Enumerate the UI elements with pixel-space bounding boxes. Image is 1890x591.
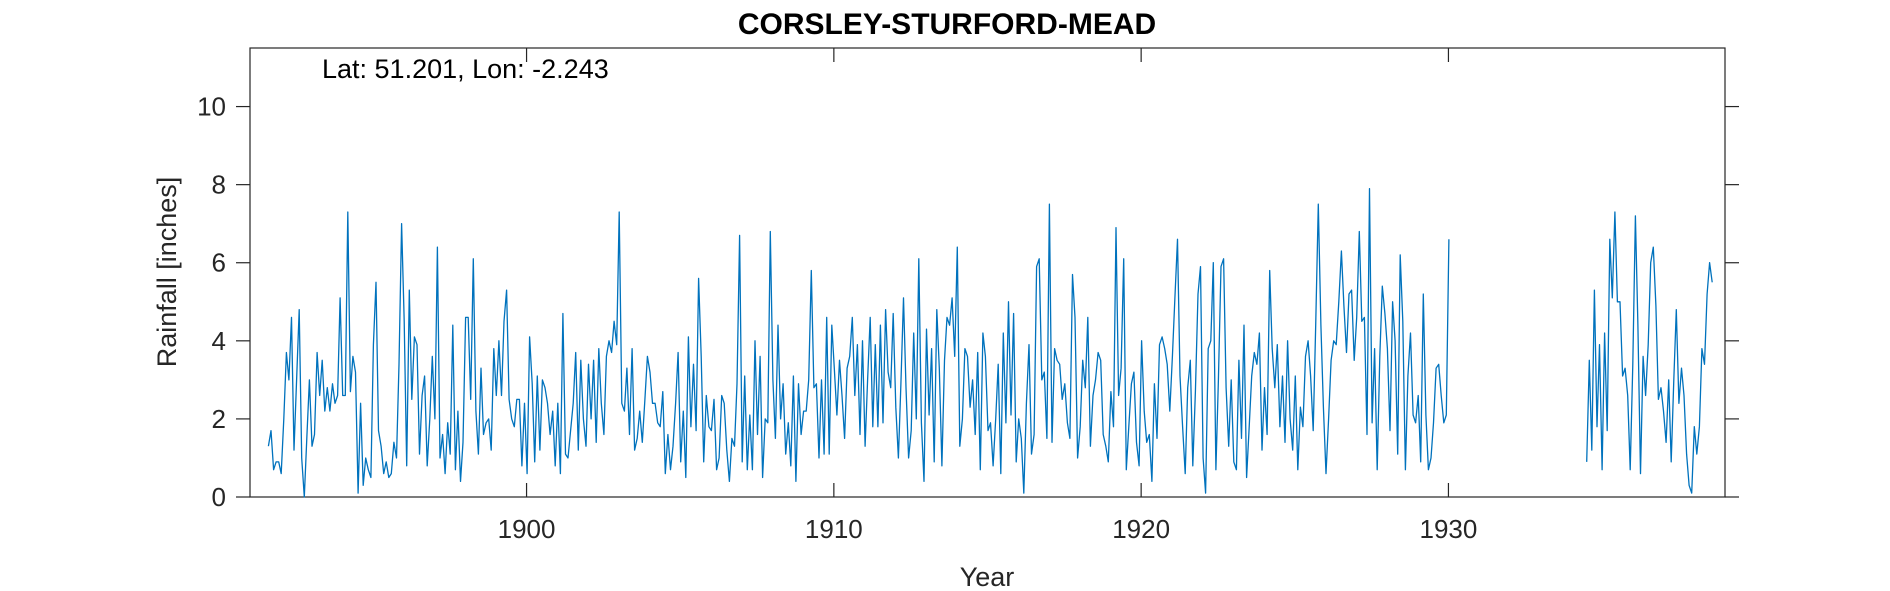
tick-labels: 1900 1910 1920 1930 0 2 4 6 8 10 (197, 92, 1477, 544)
x-tick-label-1900: 1900 (498, 514, 556, 544)
series-line-segment-2 (1586, 211, 1713, 494)
plot-frame (249, 47, 1726, 498)
y-axis-label: Rainfall [inches] (152, 177, 182, 368)
y-tick-label-10: 10 (197, 92, 226, 122)
y-tick-label-6: 6 (212, 248, 226, 278)
y-tick-label-8: 8 (212, 170, 226, 200)
x-tick-label-1930: 1930 (1420, 514, 1478, 544)
chart-title: CORSLEY-STURFORD-MEAD (738, 8, 1156, 41)
data-series (267, 187, 1713, 498)
axis-ticks (236, 48, 1739, 498)
x-tick-label-1920: 1920 (1112, 514, 1170, 544)
series-line-segment-1 (267, 187, 1450, 498)
y-tick-label-2: 2 (212, 404, 226, 434)
y-tick-label-0: 0 (212, 482, 226, 512)
x-axis-label: Year (960, 562, 1015, 591)
y-tick-label-4: 4 (212, 326, 226, 356)
location-annotation: Lat: 51.201, Lon: -2.243 (322, 54, 609, 84)
x-tick-label-1910: 1910 (805, 514, 863, 544)
